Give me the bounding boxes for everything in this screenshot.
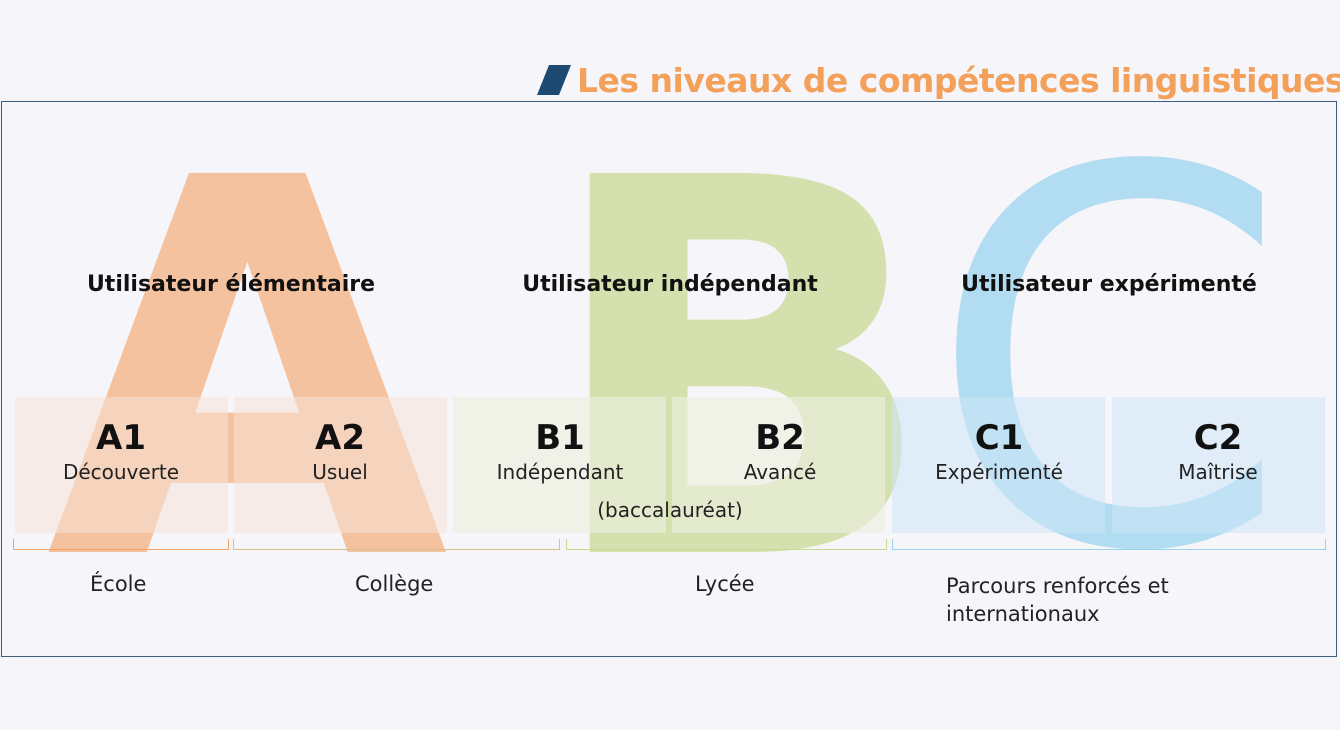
level-box-a1 bbox=[15, 397, 228, 533]
level-name-c2: Maîtrise bbox=[1178, 460, 1258, 484]
level-box-a2 bbox=[234, 397, 447, 533]
level-code-a2: A2 bbox=[315, 418, 365, 458]
level-code-a1: A1 bbox=[96, 418, 146, 458]
page-title: Les niveaux de compétences linguistiques bbox=[577, 60, 1340, 100]
bracket-college bbox=[233, 539, 560, 550]
level-name-b1: Indépendant bbox=[496, 460, 624, 484]
big-letter-b: B bbox=[542, 101, 939, 657]
level-name-a2: Usuel bbox=[312, 460, 368, 484]
level-box-b2 bbox=[672, 397, 885, 533]
category-experienced: Utilisateur expérimenté bbox=[961, 272, 1257, 297]
level-code-b2: B2 bbox=[755, 418, 805, 458]
page-header: Les niveaux de compétences linguistiques bbox=[537, 58, 1340, 102]
level-code-c2: C2 bbox=[1193, 418, 1243, 458]
category-independent: Utilisateur indépendant bbox=[522, 272, 818, 297]
level-code-b1: B1 bbox=[535, 418, 585, 458]
level-name-a1: Découverte bbox=[62, 460, 180, 484]
level-box-c2 bbox=[1112, 397, 1325, 533]
slash-icon bbox=[537, 65, 571, 95]
stage-lycee: Lycée bbox=[695, 572, 755, 596]
stage-college: Collège bbox=[355, 572, 434, 596]
stage-ecole: École bbox=[90, 572, 147, 596]
bracket-lycee bbox=[566, 539, 887, 550]
level-box-b1 bbox=[453, 397, 666, 533]
level-name-c1: Expérimenté bbox=[935, 460, 1063, 484]
level-note-b1: (baccalauréat) bbox=[597, 498, 743, 522]
level-code-c1: C1 bbox=[974, 418, 1024, 458]
level-name-b2: Avancé bbox=[743, 460, 817, 484]
category-elementary: Utilisateur élémentaire bbox=[86, 272, 376, 297]
bracket-ecole bbox=[13, 539, 229, 550]
stage-parcours: Parcours renforcés et internationaux bbox=[946, 574, 1169, 626]
bracket-parcours bbox=[892, 539, 1326, 550]
level-box-c1 bbox=[892, 397, 1105, 533]
big-letter-a: A bbox=[46, 101, 449, 657]
levels-diagram: A B C Utilisateur élémentaire Utilisateu… bbox=[1, 101, 1337, 657]
